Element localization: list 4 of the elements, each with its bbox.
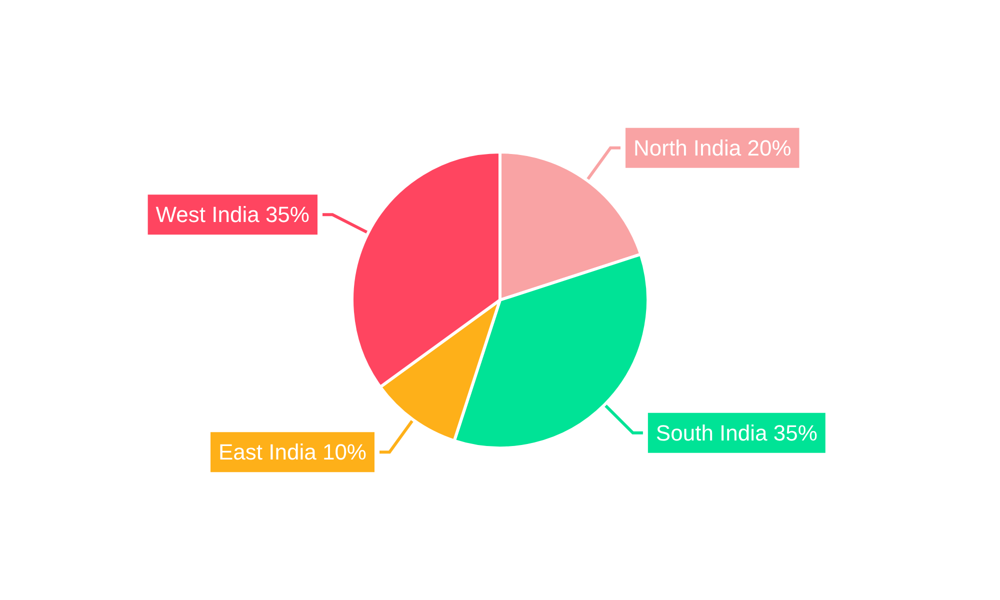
slice-label: North India 20% xyxy=(634,135,792,160)
slice-label: East India 10% xyxy=(218,440,366,465)
slice-label: West India 35% xyxy=(156,202,310,228)
slice-label: South India 35% xyxy=(656,420,818,446)
